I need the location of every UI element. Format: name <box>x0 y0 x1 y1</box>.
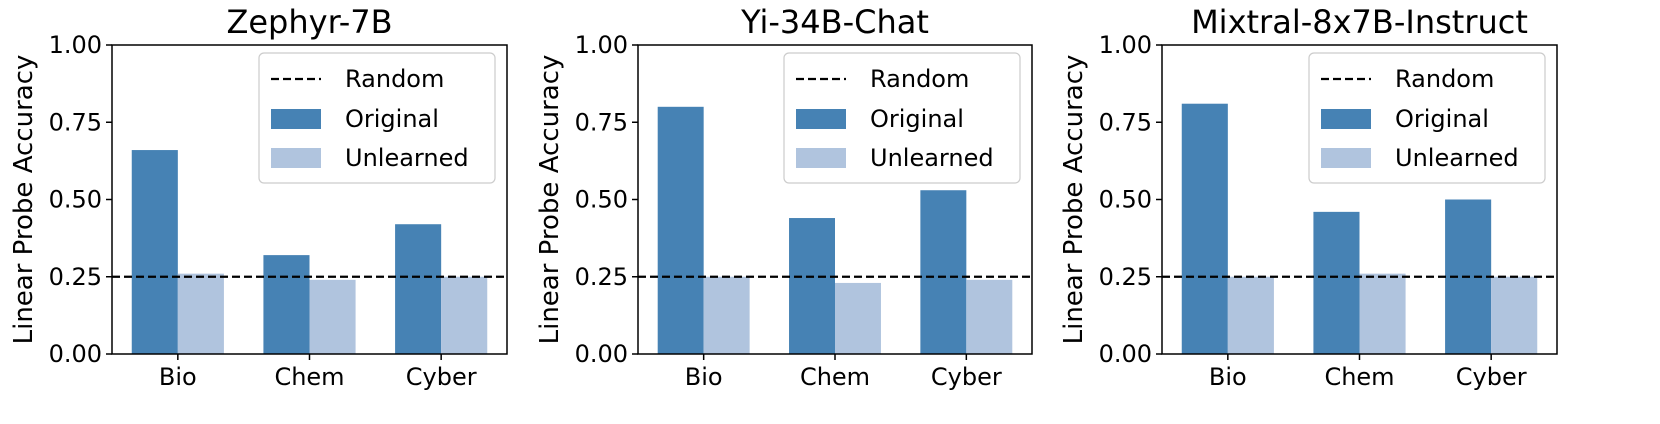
legend: Random Original Unlearned <box>1308 52 1546 184</box>
y-tick-label: 1.00 <box>575 31 628 59</box>
bar-unlearned-bio <box>703 276 750 354</box>
legend-label-unlearned: Unlearned <box>1395 144 1519 172</box>
legend: Random Original Unlearned <box>258 52 496 184</box>
bar-original-bio <box>657 106 704 354</box>
y-tick-label: 0.50 <box>49 186 102 214</box>
legend-swatch-unlearned <box>271 148 321 168</box>
x-tick-label: Bio <box>159 363 197 391</box>
bar-original-chem <box>263 255 310 354</box>
chart-panel-0: Zephyr-7B Linear Probe Accuracy Bio Chem Cyb… <box>9 3 508 391</box>
x-tick-label: Cyber <box>931 363 1002 391</box>
chart-title: Mixtral-8x7B-Instruct <box>1191 3 1528 41</box>
x-tick-label: Cyber <box>1456 363 1527 391</box>
bar-unlearned-cyber <box>966 279 1013 354</box>
y-axis-label: Linear Probe Accuracy <box>9 55 39 345</box>
y-tick-label: 0.75 <box>575 108 628 136</box>
chart-panel-2: Mixtral-8x7B-Instruct Linear Probe Accura… <box>1059 3 1558 391</box>
bar-original-cyber <box>395 224 442 354</box>
x-tick-label: Bio <box>685 363 723 391</box>
legend-swatch-unlearned <box>1321 148 1371 168</box>
bar-unlearned-chem <box>309 279 356 354</box>
bar-original-cyber <box>920 190 967 354</box>
bar-original-chem <box>1313 211 1360 354</box>
plot-frame <box>111 44 508 355</box>
legend-label-unlearned: Unlearned <box>870 144 994 172</box>
y-tick-label: 0.25 <box>575 263 628 291</box>
bar-unlearned-chem <box>1359 273 1406 354</box>
bar-original-chem <box>789 218 835 354</box>
legend-swatch-unlearned <box>796 148 846 168</box>
x-tick-label: Cyber <box>406 363 477 391</box>
y-tick-label: 1.00 <box>49 31 102 59</box>
y-axis-label: Linear Probe Accuracy <box>1059 55 1089 345</box>
x-tick-label: Chem <box>1324 363 1394 391</box>
y-tick-label: 0.25 <box>1099 263 1152 291</box>
legend-label-original: Original <box>870 105 964 133</box>
bar-unlearned-bio <box>177 273 224 354</box>
plot-frame <box>1161 44 1558 355</box>
y-axis-label: Linear Probe Accuracy <box>535 55 565 345</box>
y-tick-label: 1.00 <box>1099 31 1152 59</box>
y-tick-label: 0.75 <box>49 108 102 136</box>
x-tick-label: Bio <box>1209 363 1247 391</box>
x-tick-label: Chem <box>800 363 870 391</box>
y-tick-label: 0.25 <box>49 263 102 291</box>
chart-panel-1: Yi-34B-Chat Linear Probe Accuracy Bio Chem C… <box>535 3 1033 391</box>
x-tick-label: Chem <box>274 363 344 391</box>
bar-unlearned-cyber <box>1491 276 1538 354</box>
plot-frame <box>637 44 1033 355</box>
y-tick-label: 0.50 <box>575 186 628 214</box>
bar-unlearned-chem <box>835 282 881 354</box>
legend-label-random: Random <box>870 65 969 93</box>
legend-label-random: Random <box>345 65 444 93</box>
legend-label-unlearned: Unlearned <box>345 144 469 172</box>
y-tick-label: 0.75 <box>1099 108 1152 136</box>
legend-swatch-original <box>1321 109 1371 129</box>
bar-original-bio <box>131 150 178 354</box>
y-tick-label: 0.00 <box>575 340 628 368</box>
chart-title: Zephyr-7B <box>226 3 392 41</box>
legend-label-original: Original <box>1395 105 1489 133</box>
chart-title: Yi-34B-Chat <box>740 3 929 41</box>
legend-label-random: Random <box>1395 65 1494 93</box>
bar-unlearned-cyber <box>441 276 488 354</box>
y-tick-label: 0.00 <box>49 340 102 368</box>
y-tick-label: 0.50 <box>1099 186 1152 214</box>
legend-label-original: Original <box>345 105 439 133</box>
y-tick-label: 0.00 <box>1099 340 1152 368</box>
bar-unlearned-bio <box>1227 276 1274 354</box>
legend: Random Original Unlearned <box>783 52 1021 184</box>
legend-swatch-original <box>796 109 846 129</box>
bar-original-bio <box>1181 103 1228 355</box>
legend-swatch-original <box>271 109 321 129</box>
